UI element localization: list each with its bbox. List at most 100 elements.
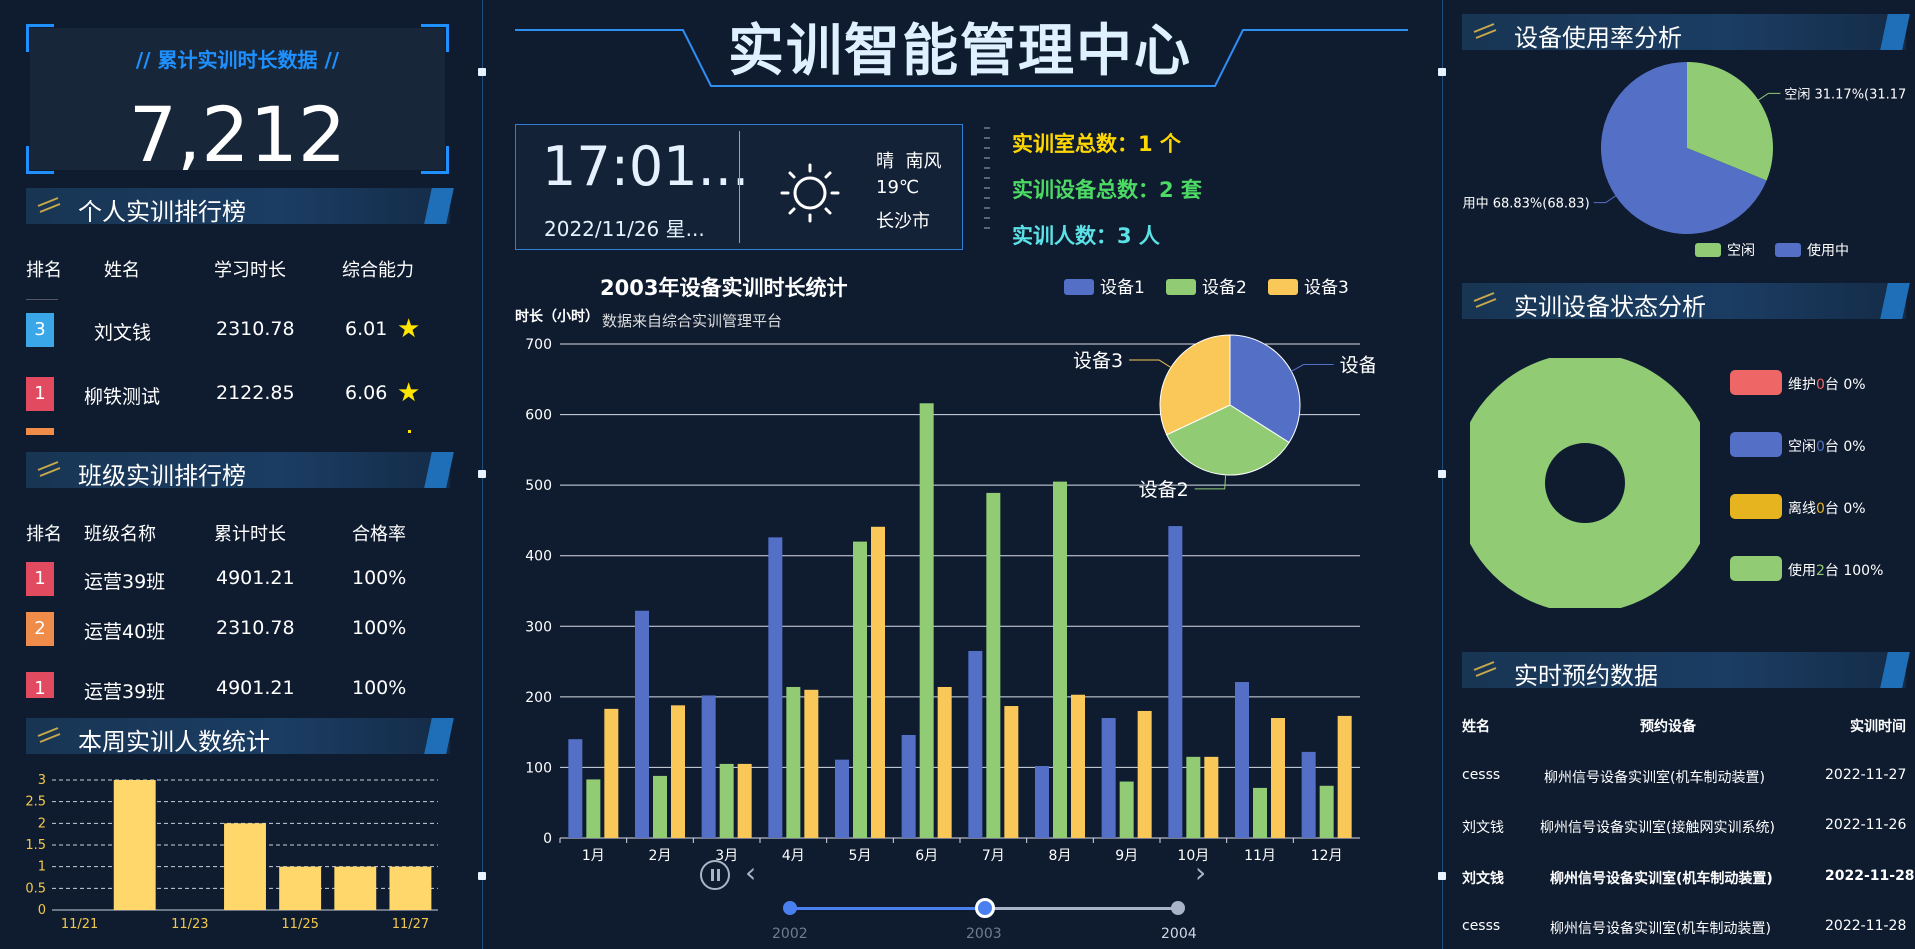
booking-col-device: 预约设备: [1640, 719, 1696, 735]
status-legend-swatch[interactable]: [1730, 370, 1782, 395]
timeline-node-current[interactable]: [975, 898, 995, 918]
star-icon: ★: [397, 314, 421, 344]
main-bar: [1053, 481, 1067, 838]
usage-pie-slice: [1601, 62, 1767, 235]
rank-badge: 1: [26, 562, 54, 596]
booking-name: 刘文钱: [1462, 871, 1504, 887]
class-name: 运营40班: [84, 621, 166, 643]
clock-weather-panel: 17:01... 2022/11/26 星... 晴 南风 19℃ 长沙市: [515, 124, 963, 250]
main-bar: [786, 686, 801, 838]
col-header: 班级名称: [84, 524, 156, 545]
booking-title: 实时预约数据: [1514, 662, 1658, 690]
total-hours-title: // 累计实训时长数据 //: [135, 48, 340, 72]
status-legend-swatch[interactable]: [1730, 494, 1782, 519]
total-hours-panel: // 累计实训时长数据 // 7,212: [26, 24, 449, 179]
booking-device: 柳州信号设备实训室(机车制动装置): [1550, 871, 1773, 887]
main-bar: [635, 610, 649, 838]
main-xtick: 5月: [849, 848, 872, 864]
rank-badge: 3: [26, 313, 54, 347]
class-name: 运营39班: [84, 571, 166, 593]
main-bar: [986, 492, 1001, 838]
status-analysis-header: 实训设备状态分析: [1462, 283, 1910, 321]
star-icon: ★: [397, 378, 421, 408]
col-header: 累计时长: [214, 524, 286, 545]
timeline-next-icon[interactable]: ›: [1195, 856, 1207, 889]
class-hours: 2310.78: [216, 617, 295, 639]
main-bar: [871, 526, 885, 838]
page-title: 实训智能管理中心: [728, 19, 1192, 84]
class-rank-header: 班级实训排行榜: [26, 452, 454, 490]
main-bar: [901, 734, 916, 838]
personal-rank-title: 个人实训排行榜: [78, 198, 246, 226]
weekly-bar: [334, 866, 377, 910]
main-bar: [1168, 526, 1183, 838]
legend-device-3[interactable]: 设备3: [1268, 273, 1349, 298]
weekly-bar: [224, 823, 266, 910]
main-bar: [1253, 787, 1267, 838]
main-ytick: 500: [525, 478, 552, 494]
legend-device-2[interactable]: 设备2: [1166, 273, 1247, 298]
rank-badge: 1: [26, 377, 54, 411]
weekly-xtick: 11/21: [61, 917, 98, 932]
class-hours: 4901.21: [216, 677, 295, 699]
legend-device-1[interactable]: 设备1: [1064, 273, 1145, 298]
main-xtick: 10月: [1177, 848, 1209, 864]
rank-badge: 2: [26, 612, 54, 646]
status-donut-chart: [1470, 358, 1700, 608]
usage-pie-slice: [1687, 62, 1773, 181]
timeline-label: 2003: [966, 926, 1002, 942]
main-bar: [1004, 706, 1019, 838]
col-header: 合格率: [352, 524, 406, 545]
clock-time: 17:01...: [542, 135, 750, 198]
main-bar: [653, 775, 667, 838]
col-header: 排名: [26, 260, 62, 281]
main-bar: [1137, 710, 1152, 838]
weather-desc: 晴 南风: [876, 151, 942, 172]
main-ytick: 100: [525, 760, 552, 776]
col-header: 综合能力: [342, 260, 414, 281]
chart-ylabel: 时长（小时）: [515, 309, 599, 325]
timeline-prev-icon[interactable]: ‹: [745, 856, 757, 889]
rank-badge: 1: [26, 672, 54, 699]
device-pie-label: 设备2: [1139, 479, 1189, 501]
main-bar: [1319, 785, 1334, 838]
main-bar: [1235, 682, 1249, 838]
timeline-node[interactable]: [783, 901, 797, 915]
status-legend-swatch[interactable]: [1730, 432, 1782, 457]
person-score: 6.06: [345, 382, 388, 404]
booking-name: 刘文钱: [1462, 820, 1504, 836]
booking-date: 2022-11-26: [1825, 817, 1907, 833]
total-hours-value: 7,212: [128, 90, 347, 179]
usage-legend-idle[interactable]: 空闲: [1695, 240, 1755, 260]
usage-pie-leader: [1593, 195, 1616, 204]
usage-pie-label: 用中 68.83%(68.83): [1463, 197, 1590, 212]
main-bar: [1186, 756, 1201, 838]
sun-icon: [780, 163, 840, 223]
main-bar: [701, 695, 716, 838]
handle-dot: [478, 470, 486, 478]
main-xtick: 1月: [582, 848, 605, 864]
status-legend-swatch[interactable]: [1730, 556, 1782, 581]
timeline-play-button[interactable]: [700, 860, 730, 890]
person-hours: 2122.85: [216, 382, 295, 404]
timeline-progress: [790, 907, 984, 910]
weekly-ytick: 0: [38, 903, 46, 918]
booking-col-time: 实训时间: [1850, 719, 1906, 735]
main-xtick: 7月: [982, 848, 1005, 864]
booking-header: 实时预约数据: [1462, 652, 1910, 690]
main-bar: [919, 403, 934, 838]
usage-legend-inuse[interactable]: 使用中: [1775, 240, 1849, 260]
weekly-ytick: 2: [38, 816, 46, 831]
usage-analysis-header: 设备使用率分析: [1462, 14, 1910, 52]
main-ytick: 700: [525, 337, 552, 353]
weekly-bar-chart: 0 0.5 1 1.5 2 2.5 3 11/21 11/23 11/25 11/27: [26, 773, 438, 932]
weekly-bar: [279, 866, 322, 910]
timeline-label: 2004: [1161, 926, 1197, 942]
class-rate: 100%: [352, 567, 407, 589]
timeline-node[interactable]: [1171, 901, 1185, 915]
main-bar: [1271, 718, 1285, 838]
stat-trainee-count: 实训人数：3 人: [1012, 224, 1160, 248]
handle-dot: [478, 68, 486, 76]
main-bar: [604, 708, 619, 838]
main-bar: [1119, 781, 1134, 838]
